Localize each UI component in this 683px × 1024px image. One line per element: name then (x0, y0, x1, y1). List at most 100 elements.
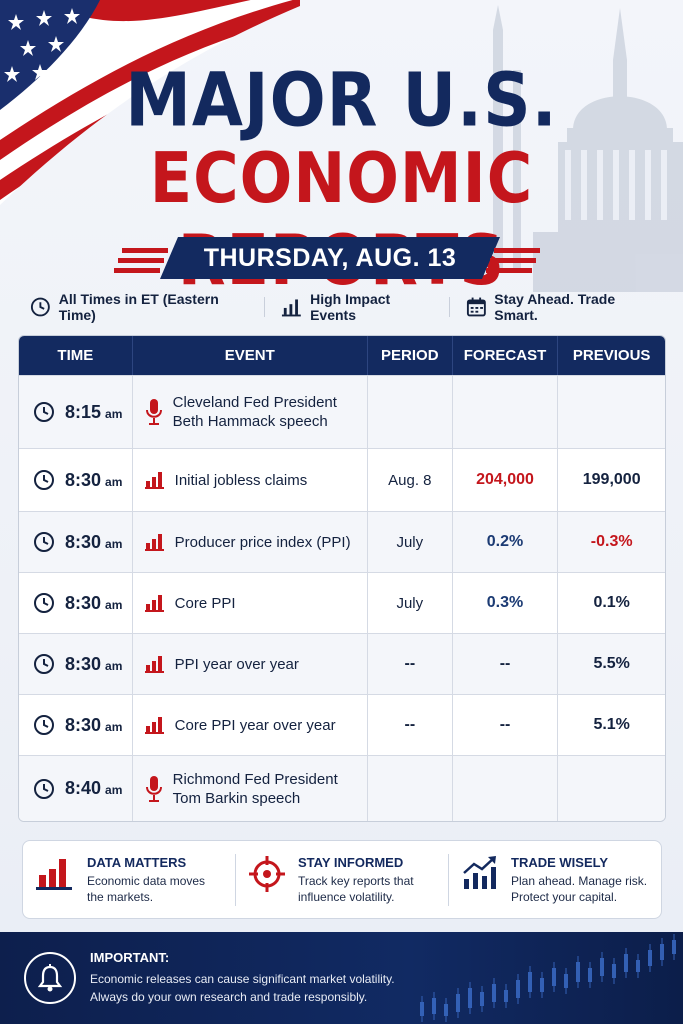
tip-card-data-matters: DATA MATTERS Economic data moves the mark… (23, 855, 235, 905)
time-cell: 8:30 am (19, 573, 133, 633)
event-name: Core PPI (174, 594, 236, 612)
banner-stripe-left (114, 268, 160, 273)
bar-chart-icon (144, 534, 164, 551)
tip-card-stay-informed: STAY INFORMED Track key reports that infl… (236, 855, 448, 905)
tip-text: Protect your capital. (511, 889, 618, 904)
previous-value: 5.1% (593, 716, 630, 733)
tip-title: STAY INFORMED (298, 854, 404, 870)
banner-stripe-left (122, 248, 168, 253)
microphone-icon (145, 399, 162, 425)
forecast-value: -- (499, 655, 511, 672)
footer-title: IMPORTANT: (90, 950, 170, 965)
capitol-building-graphic (463, 0, 683, 300)
info-label: All Times in ET (Eastern Time) (58, 291, 219, 323)
period-cell: -- (368, 695, 453, 755)
trend-up-icon (463, 855, 496, 889)
event-cell: PPI year over year (133, 634, 368, 694)
info-label: Stay Ahead. Trade Smart. (494, 291, 616, 323)
event-cell: Core PPI (133, 573, 368, 633)
date-banner: THURSDAY, AUG. 13 (160, 237, 500, 279)
time-value: 8:15 (65, 401, 102, 422)
forecast-cell (453, 376, 559, 448)
time-value: 8:30 (65, 653, 102, 674)
time-cell: 8:30 am (19, 695, 133, 755)
bell-icon-badge (24, 952, 76, 1004)
calendar-icon (466, 297, 486, 317)
event-cell: Producer price index (PPI) (133, 512, 368, 572)
period-value: -- (404, 716, 416, 733)
forecast-cell: -- (453, 634, 559, 694)
column-header-previous: PREVIOUS (572, 347, 651, 364)
tip-text: influence volatility. (298, 889, 395, 904)
period-value: -- (404, 655, 416, 672)
period-value: July (396, 594, 424, 612)
time-ampm: am (105, 474, 123, 489)
table-header: TIME EVENT PERIOD FORECAST PREVIOUS (19, 336, 665, 375)
period-cell (368, 756, 453, 821)
tip-text: Plan ahead. Manage risk. (511, 873, 648, 888)
event-name: Core PPI year over year (174, 716, 336, 734)
bar-chart-icon (144, 717, 164, 734)
time-cell: 8:40 am (19, 756, 133, 821)
previous-cell: 5.1% (558, 695, 665, 755)
clock-icon (34, 593, 54, 613)
table-row: 8:30 am Initial jobless claims Aug. 8 204… (19, 448, 665, 511)
period-cell: July (368, 573, 453, 633)
info-item-impact: High Impact Events (281, 291, 432, 323)
tip-text: Economic data moves (87, 873, 206, 888)
bar-chart-icon (282, 299, 302, 317)
period-cell: -- (368, 634, 453, 694)
time-ampm: am (105, 719, 123, 734)
target-icon (249, 855, 285, 892)
event-name: Producer price index (PPI) (174, 533, 351, 551)
time-ampm: am (105, 658, 123, 673)
time-value: 8:30 (65, 714, 102, 735)
previous-value: 0.1% (593, 594, 630, 611)
footer-text: Economic releases can cause significant … (90, 972, 395, 986)
event-name: Beth Hammack speech (172, 413, 328, 430)
banner-stripe-left (118, 258, 164, 263)
forecast-cell: 204,000 (453, 449, 559, 511)
previous-cell (558, 756, 665, 821)
info-item-tagline: Stay Ahead. Trade Smart. (466, 291, 654, 323)
previous-cell: 5.5% (558, 634, 665, 694)
time-cell: 8:30 am (19, 449, 133, 511)
time-value: 8:30 (65, 592, 102, 613)
tip-title: TRADE WISELY (511, 854, 609, 870)
event-cell: Richmond Fed President Tom Barkin speech (133, 756, 368, 821)
forecast-cell (453, 756, 559, 821)
candlestick-chart-graphic (420, 934, 676, 1022)
time-ampm: am (105, 406, 123, 421)
banner-stripe-right (486, 268, 532, 273)
forecast-value: 0.3% (486, 594, 524, 611)
previous-cell: 0.1% (558, 573, 665, 633)
period-value: Aug. 8 (388, 471, 432, 489)
forecast-value: 0.2% (486, 533, 524, 550)
page-title-line1: MAJOR U.S. (125, 57, 558, 144)
time-ampm: am (105, 783, 123, 797)
period-value: July (396, 533, 424, 551)
divider (235, 853, 236, 906)
column-header-time: TIME (19, 336, 133, 375)
tips-panel: DATA MATTERS Economic data moves the mark… (22, 840, 662, 919)
bar-chart-icon (144, 595, 164, 612)
bar-chart-icon (36, 858, 72, 890)
banner-stripe-right (490, 258, 536, 263)
event-cell: Core PPI year over year (133, 695, 368, 755)
time-cell: 8:30 am (19, 634, 133, 694)
table-row: 8:30 am PPI year over year -- -- 5.5% (19, 633, 665, 694)
clock-icon (34, 402, 54, 422)
previous-cell (558, 376, 665, 448)
column-header-forecast: FORECAST (453, 336, 559, 375)
forecast-cell: -- (453, 695, 559, 755)
event-name: Richmond Fed President (172, 770, 338, 788)
clock-icon (34, 470, 54, 490)
event-name: PPI year over year (174, 655, 299, 673)
tip-text: the markets. (87, 889, 154, 904)
time-value: 8:30 (65, 469, 102, 490)
tip-card-trade-wisely: TRADE WISELY Plan ahead. Manage risk. Pro… (449, 855, 661, 905)
clock-icon (34, 715, 54, 735)
divider (264, 297, 266, 317)
bar-chart-icon (144, 472, 164, 489)
previous-value: 199,000 (582, 471, 641, 488)
